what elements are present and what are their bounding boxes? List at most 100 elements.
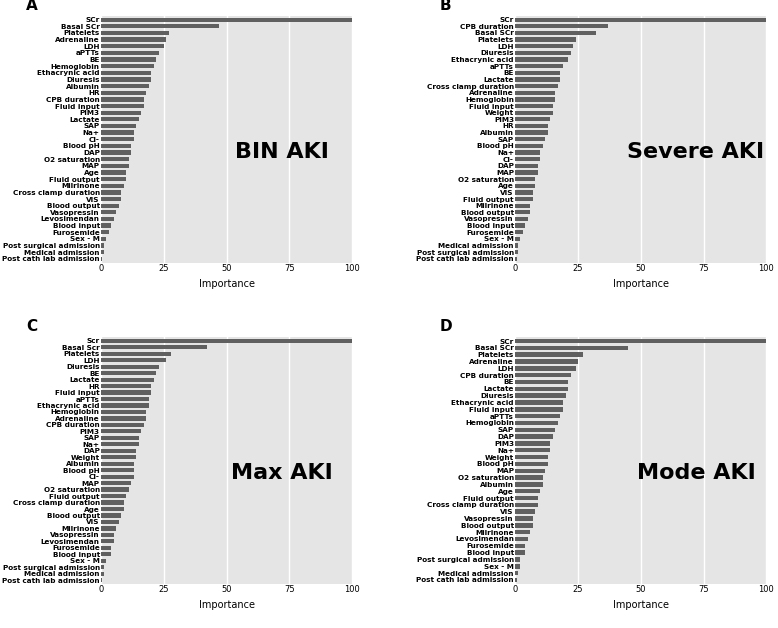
Bar xyxy=(101,111,142,115)
Bar xyxy=(101,416,146,421)
Bar xyxy=(515,90,555,95)
Bar xyxy=(515,77,560,82)
Bar xyxy=(515,230,523,234)
Bar xyxy=(515,210,531,215)
Text: A: A xyxy=(26,0,37,13)
Bar xyxy=(101,57,156,62)
Bar xyxy=(515,244,518,247)
Bar xyxy=(101,157,128,161)
Bar xyxy=(101,436,138,440)
Bar xyxy=(515,177,535,181)
Bar xyxy=(101,448,136,453)
Bar xyxy=(101,481,131,485)
Bar xyxy=(101,77,152,82)
Bar xyxy=(101,84,149,89)
Bar xyxy=(515,203,531,208)
Bar xyxy=(101,501,124,505)
Bar xyxy=(515,104,553,108)
Bar xyxy=(101,203,119,208)
Bar xyxy=(515,407,563,411)
Bar xyxy=(101,24,219,28)
Bar xyxy=(101,237,106,241)
Bar xyxy=(515,462,548,466)
X-axis label: Importance: Importance xyxy=(613,600,669,610)
Bar xyxy=(101,137,134,141)
Bar xyxy=(101,397,149,401)
Bar xyxy=(515,44,573,48)
Bar xyxy=(101,371,156,376)
Bar xyxy=(101,217,114,221)
Bar xyxy=(515,414,560,418)
Bar xyxy=(515,509,535,514)
Bar xyxy=(515,366,576,371)
Bar xyxy=(101,571,103,576)
Bar xyxy=(101,210,116,215)
Bar xyxy=(101,71,152,75)
Bar xyxy=(515,421,558,425)
Bar xyxy=(101,51,159,55)
Bar xyxy=(515,578,517,582)
Bar xyxy=(101,377,154,382)
Bar xyxy=(101,177,126,181)
Bar xyxy=(515,170,538,175)
Bar xyxy=(515,237,520,241)
Bar xyxy=(101,526,116,531)
Bar xyxy=(101,170,126,175)
Bar xyxy=(101,31,169,35)
Bar xyxy=(515,400,563,404)
Bar xyxy=(515,550,525,555)
Bar xyxy=(515,523,533,528)
Text: B: B xyxy=(440,0,452,13)
Bar xyxy=(101,403,149,408)
Bar xyxy=(101,384,152,388)
Bar xyxy=(515,359,578,364)
Bar xyxy=(101,552,111,556)
Bar xyxy=(515,441,551,446)
Bar xyxy=(515,502,538,507)
Bar xyxy=(101,565,103,570)
Bar xyxy=(101,97,144,102)
Bar xyxy=(515,393,566,398)
Bar xyxy=(101,520,119,524)
Bar xyxy=(101,244,103,247)
X-axis label: Importance: Importance xyxy=(198,279,254,289)
Bar xyxy=(515,84,558,89)
Bar xyxy=(515,111,553,115)
Bar xyxy=(515,475,543,480)
Bar xyxy=(101,546,111,550)
Bar xyxy=(515,373,570,377)
Bar xyxy=(515,18,766,22)
Bar xyxy=(101,38,166,42)
Bar xyxy=(101,257,103,261)
Bar xyxy=(101,365,159,369)
Bar xyxy=(515,428,555,432)
Bar xyxy=(101,430,142,433)
Bar xyxy=(101,468,134,472)
Bar xyxy=(101,164,128,168)
Bar xyxy=(515,557,520,561)
Bar xyxy=(515,64,563,68)
Bar xyxy=(101,124,136,128)
Bar xyxy=(515,124,548,128)
Bar xyxy=(515,345,629,350)
Bar xyxy=(515,71,560,75)
Bar xyxy=(515,448,551,452)
Bar xyxy=(101,455,136,459)
Bar xyxy=(101,131,134,135)
Bar xyxy=(101,197,121,201)
Bar xyxy=(515,339,766,344)
Bar xyxy=(515,257,517,261)
Bar xyxy=(101,494,126,498)
Text: Severe AKI: Severe AKI xyxy=(628,141,765,161)
Bar xyxy=(101,338,352,343)
Text: D: D xyxy=(440,320,453,335)
Bar xyxy=(101,64,154,68)
Bar xyxy=(515,516,533,521)
Bar xyxy=(515,564,520,568)
Bar xyxy=(515,435,553,439)
Bar xyxy=(101,391,152,394)
X-axis label: Importance: Importance xyxy=(613,279,669,289)
Bar xyxy=(101,250,103,254)
Bar xyxy=(515,537,527,541)
Bar xyxy=(101,183,124,188)
